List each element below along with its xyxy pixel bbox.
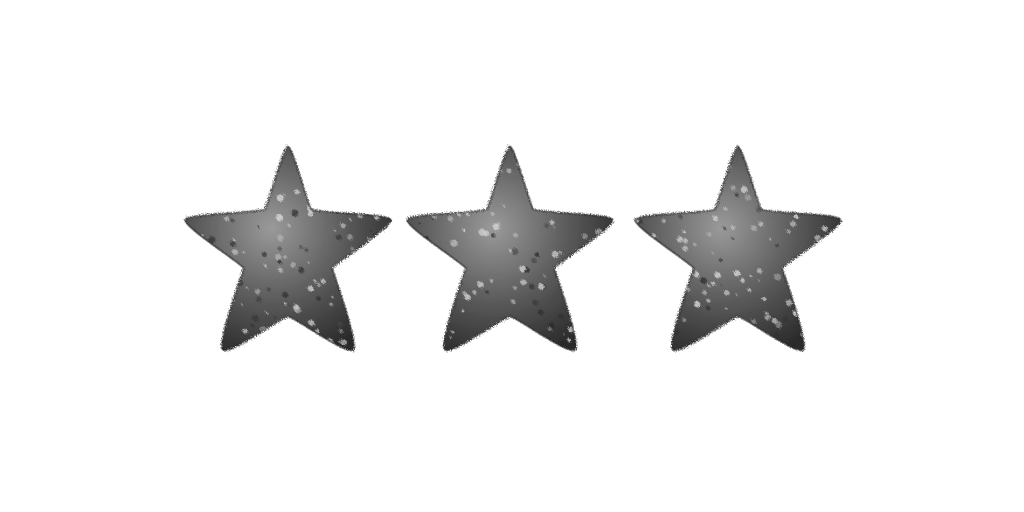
star-icon xyxy=(634,145,842,352)
star-2 xyxy=(405,140,615,352)
star-icon xyxy=(406,145,614,352)
star-3 xyxy=(633,140,843,352)
star-1 xyxy=(183,140,393,352)
star-icon xyxy=(184,145,392,352)
